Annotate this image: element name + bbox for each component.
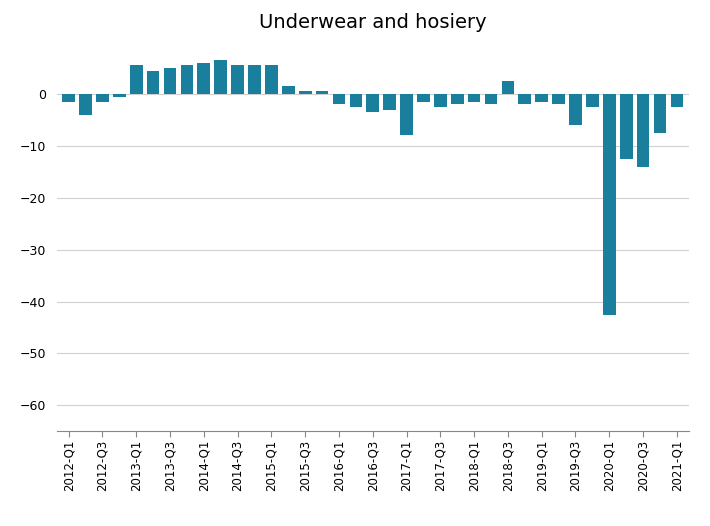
Bar (62, 94, 75, 102)
Bar (180, 65, 193, 94)
Bar (130, 65, 143, 94)
Bar (434, 94, 447, 107)
Bar (501, 81, 514, 94)
Bar (569, 94, 581, 125)
Bar (468, 94, 481, 102)
Bar (248, 65, 261, 94)
Bar (80, 94, 92, 115)
Bar (654, 94, 666, 133)
Bar (197, 63, 210, 94)
Bar (670, 94, 683, 107)
Bar (366, 94, 379, 112)
Bar (552, 94, 565, 104)
Bar (231, 65, 244, 94)
Bar (586, 94, 599, 107)
Bar (535, 94, 548, 102)
Bar (518, 94, 531, 104)
Bar (332, 94, 345, 104)
Bar (265, 65, 278, 94)
Bar (113, 94, 126, 97)
Bar (214, 60, 227, 94)
Bar (164, 68, 176, 94)
Bar (485, 94, 498, 104)
Bar (451, 94, 464, 104)
Bar (316, 92, 329, 94)
Bar (282, 86, 295, 94)
Bar (637, 94, 650, 167)
Bar (299, 92, 312, 94)
Bar (400, 94, 413, 136)
Bar (417, 94, 430, 102)
Bar (383, 94, 396, 109)
Bar (147, 70, 160, 94)
Title: Underwear and hosiery: Underwear and hosiery (259, 13, 486, 32)
Bar (620, 94, 633, 159)
Bar (603, 94, 616, 315)
Bar (349, 94, 362, 107)
Bar (96, 94, 109, 102)
